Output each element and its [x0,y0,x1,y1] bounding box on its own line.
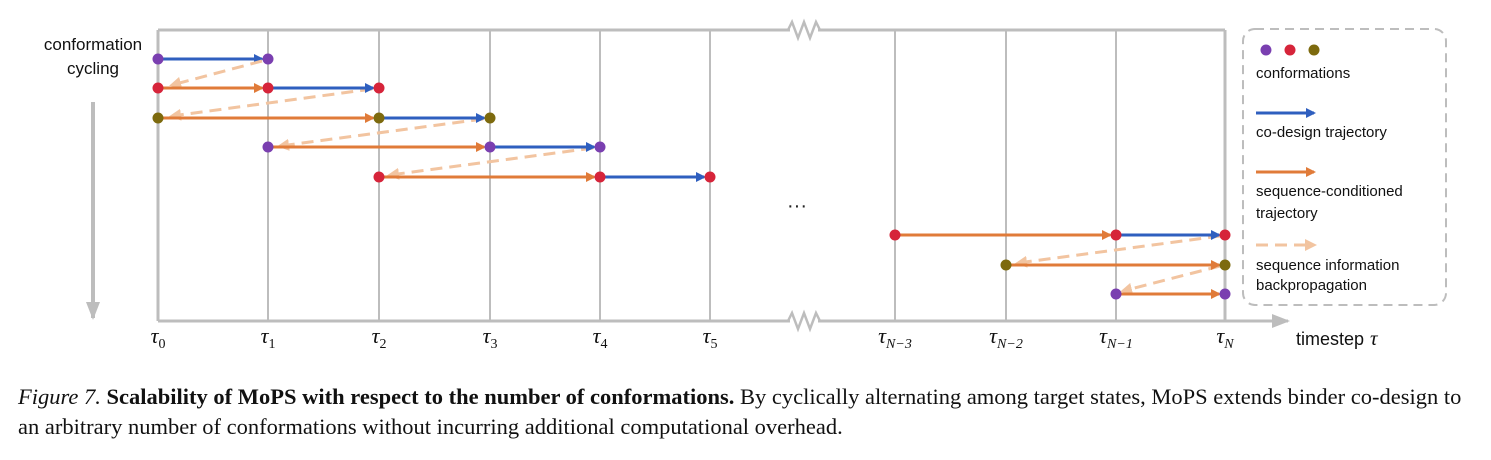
tick-labels: τ0 τ1 τ2 τ3 τ4 τ5 τN−3 τN−2 τN−1 τN [151,323,1235,352]
red-dot [1110,229,1122,241]
purple-dot [152,53,164,65]
tick-label: τ0 [151,323,166,352]
purple-dot [1110,288,1122,300]
tick-label: τN [1216,323,1234,352]
red-dot [262,82,274,94]
legend-purple-dot [1260,44,1272,56]
mops-diagram: conformation cycling [44,18,1447,352]
legend-seqcond-1: sequence-conditioned [1256,183,1403,200]
purple-dot [262,53,274,65]
purple-dot [1219,288,1231,300]
olive-dot [484,112,496,124]
backprop-arrow [387,146,594,180]
red-dot [889,229,901,241]
plot-frame [156,28,1227,321]
red-dot [152,82,164,94]
backprop-arrow [169,87,373,121]
legend-box [1242,28,1447,306]
purple-dot [484,141,496,153]
olive-dot [152,112,164,124]
axis-break-top [786,18,822,42]
tick-label: τ3 [483,323,498,352]
caption-body: By cyclically alternating among target s… [18,384,1462,439]
caption-label: Figure 7. [18,384,101,409]
axis-break-bottom [786,309,822,333]
legend-conformations: conformations [1256,65,1350,82]
purple-dot [262,141,274,153]
legend-backprop-1: sequence information [1256,257,1399,274]
tick-label: τN−2 [989,323,1023,352]
tick-label: τ5 [703,323,718,352]
legend-codesign: co-design trajectory [1256,124,1387,141]
legend: conformations co-design trajectory seque… [1242,28,1447,306]
timestep-label: timestep τ [1296,326,1379,350]
backprop-arrow [169,59,263,89]
olive-dot [373,112,385,124]
cycling-label: cycling [67,59,119,78]
legend-red-dot [1284,44,1296,56]
backprop-arrow [1120,264,1221,295]
conformation-label: conformation [44,35,142,54]
tick-label: τ4 [593,323,608,352]
tick-label: τ1 [261,323,276,352]
backprop-arrow [277,117,484,151]
ellipsis: ··· [787,195,807,217]
red-dot [1219,229,1231,241]
tick-label: τN−3 [878,323,912,352]
purple-dot [594,141,606,153]
olive-dot [1000,259,1012,271]
tick-label: τ2 [372,323,387,352]
legend-olive-dot [1308,44,1320,56]
red-dot [594,171,606,183]
figure-caption: Figure 7. Scalability of MoPS with respe… [18,382,1478,442]
red-dot [704,171,716,183]
tick-label: τN−1 [1099,323,1133,352]
olive-dot [1219,259,1231,271]
conformation-dots [152,53,1231,300]
legend-seqcond-2: trajectory [1256,205,1318,222]
legend-backprop-2: backpropagation [1256,277,1367,294]
backprop-arrow [1015,234,1221,268]
caption-title: Scalability of MoPS with respect to the … [106,384,735,409]
red-dot [373,82,385,94]
red-dot [373,171,385,183]
